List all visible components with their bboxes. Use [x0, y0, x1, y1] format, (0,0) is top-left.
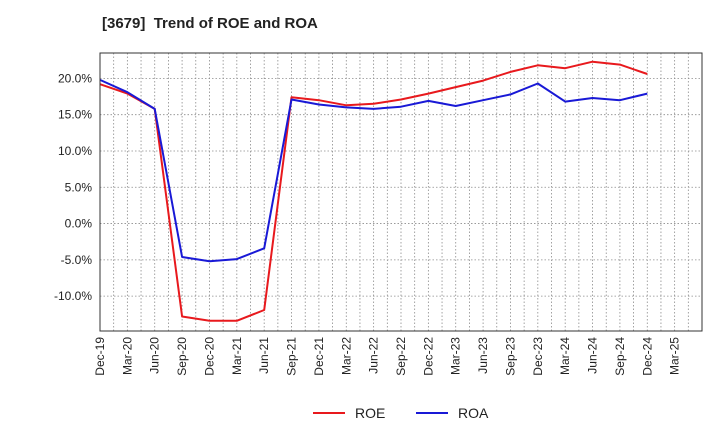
legend-swatch-roe — [313, 412, 345, 414]
x-tick-label: Mar-22 — [339, 337, 353, 375]
y-tick-label: -5.0% — [61, 253, 93, 267]
x-tick-label: Dec-20 — [202, 337, 216, 376]
x-tick-label: Mar-24 — [558, 337, 572, 375]
x-tick-label: Mar-21 — [230, 337, 244, 375]
x-tick-label: Mar-23 — [449, 337, 463, 375]
grid-lines — [100, 53, 702, 331]
y-tick-label: 15.0% — [58, 108, 92, 122]
x-tick-label: Sep-22 — [394, 337, 408, 376]
legend-label-roa: ROA — [458, 405, 489, 421]
y-tick-label: 20.0% — [58, 71, 92, 85]
plot-area-frame — [99, 52, 703, 332]
x-tick-label: Mar-20 — [120, 337, 134, 375]
x-tick-label: Jun-21 — [257, 337, 271, 374]
x-tick-label: Dec-19 — [93, 337, 107, 376]
x-tick-label: Sep-24 — [613, 337, 627, 376]
chart-title: [3679] Trend of ROE and ROA — [102, 15, 318, 32]
y-axis-tick-labels: -10.0% -5.0% 0.0% 5.0% 10.0% 15.0% 20.0% — [54, 71, 92, 303]
x-tick-label: Mar-25 — [668, 337, 682, 375]
series-line-roe — [99, 60, 648, 322]
x-tick-label: Sep-21 — [285, 337, 299, 376]
x-axis-tick-labels: Dec-19 Mar-20 Jun-20 Sep-20 Dec-20 Mar-21 Jun-… — [93, 337, 682, 376]
y-tick-label: 10.0% — [58, 144, 92, 158]
series-lines — [99, 60, 648, 322]
x-tick-label: Sep-23 — [503, 337, 517, 376]
y-tick-label: 0.0% — [65, 217, 93, 231]
x-tick-label: Dec-23 — [531, 337, 545, 376]
x-tick-label: Dec-21 — [312, 337, 326, 376]
x-tick-label: Dec-22 — [421, 337, 435, 376]
x-tick-label: Jun-24 — [586, 337, 600, 374]
x-tick-label: Dec-24 — [640, 337, 654, 376]
legend-roe: ROE — [313, 405, 385, 421]
y-tick-label: -10.0% — [54, 289, 92, 303]
x-tick-label: Jun-22 — [367, 337, 381, 374]
x-tick-label: Jun-23 — [476, 337, 490, 374]
legend-swatch-roa — [416, 412, 448, 414]
series-line-roa — [99, 78, 648, 263]
y-tick-label: 5.0% — [65, 180, 93, 194]
x-tick-label: Jun-20 — [148, 337, 162, 374]
x-tick-label: Sep-20 — [175, 337, 189, 376]
legend-label-roe: ROE — [355, 405, 386, 421]
legend-roa: ROA — [416, 405, 488, 421]
